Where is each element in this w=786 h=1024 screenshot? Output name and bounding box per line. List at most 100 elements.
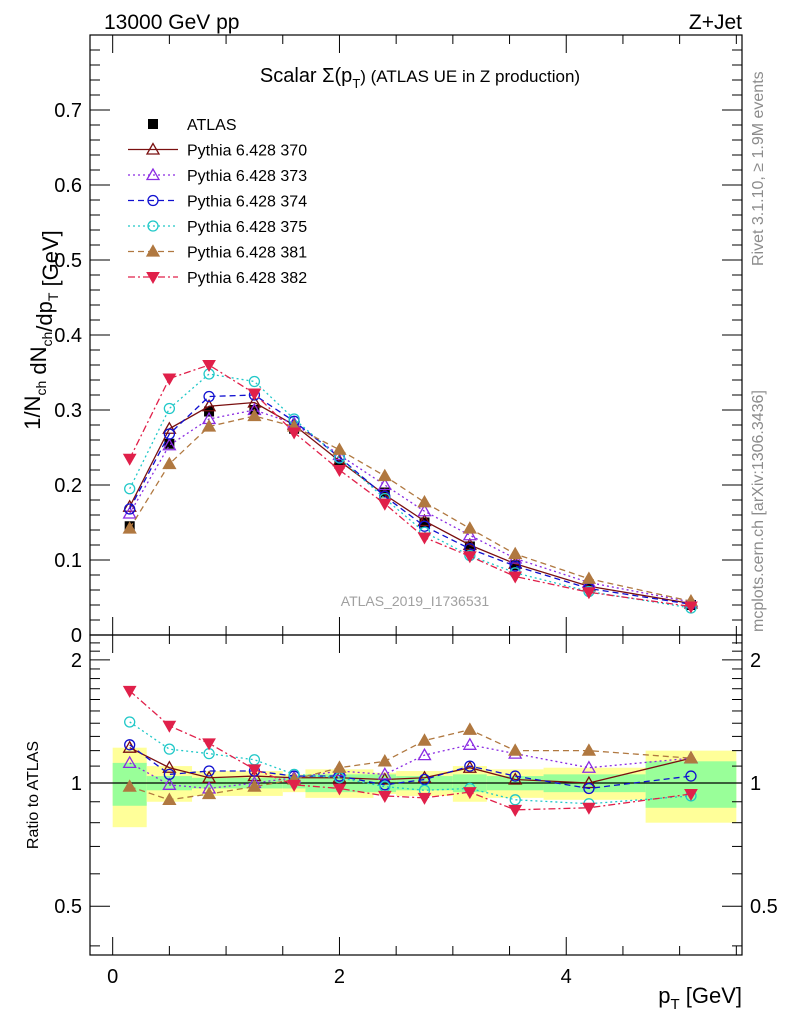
data-point-atlas	[510, 560, 521, 571]
ratio-point-pythia-6-428-370	[417, 770, 432, 783]
x-axis-label: pT [GeV]	[658, 983, 742, 1013]
ratio-point-pythia-6-428-374	[124, 739, 136, 751]
data-point-atlas	[379, 487, 390, 498]
ratio-point-pythia-6-428-382	[684, 789, 698, 802]
ratio-point-pythia-6-428-381	[377, 754, 392, 767]
legend-marker	[147, 194, 159, 207]
data-point-pythia-6-428-370	[122, 499, 137, 512]
ratio-point-pythia-6-428-375	[124, 716, 136, 728]
data-point-pythia-6-428-373	[162, 437, 177, 451]
ratio-y-axis-label: Ratio to ATLAS	[25, 741, 42, 849]
series-atlas	[124, 405, 696, 610]
ratio-ytick-label: 1	[71, 773, 82, 795]
ratio-point-pythia-6-428-374	[509, 770, 521, 782]
main-data-marks	[122, 360, 699, 614]
ratio-point-pythia-6-428-373	[162, 777, 177, 790]
data-point-pythia-6-428-374	[203, 390, 215, 403]
series-line-pythia-6-428-381	[129, 415, 692, 602]
title-subscript: T	[352, 76, 360, 91]
legend-label: ATLAS	[187, 117, 237, 134]
main-ytick-label: 0.1	[54, 550, 82, 572]
ratio-point-pythia-6-428-381	[462, 722, 477, 735]
main-ytick-label: 0.5	[54, 250, 82, 272]
ratio-ytick-label: 2	[71, 650, 82, 672]
data-point-pythia-6-428-370	[417, 513, 432, 527]
data-point-pythia-6-428-382	[247, 388, 262, 401]
main-panel: 0 0.1 0.2 0.3 0.4 0.5 0.6 0.7 Scalar Σ(pT) (ATL…	[20, 34, 743, 647]
main-ytick-label: 0	[71, 625, 82, 647]
analysis-watermark: ATLAS_2019_I1736531	[341, 593, 490, 609]
series-pythia-6-428-382	[122, 360, 698, 614]
ratio-point-pythia-6-428-374	[163, 768, 176, 781]
rivet-label: Rivet 3.1.10, ≥ 1.9M events	[750, 71, 767, 266]
legend-label: Pythia 6.428 381	[187, 245, 307, 262]
data-point-atlas	[464, 541, 475, 552]
legend-entry-pythia-6-428-374: Pythia 6.428 374	[128, 194, 307, 211]
process-label: Z+Jet	[689, 11, 742, 34]
energy-label: 13000 GeV pp	[104, 11, 239, 34]
legend-label: Pythia 6.428 370	[187, 143, 307, 160]
series-pythia-6-428-373	[122, 402, 699, 608]
data-point-pythia-6-428-382	[377, 498, 392, 511]
data-point-pythia-6-428-381	[122, 521, 137, 534]
data-point-pythia-6-428-381	[162, 456, 177, 470]
data-point-pythia-6-428-382	[684, 601, 698, 614]
ratio-point-pythia-6-428-373	[581, 760, 597, 773]
data-point-pythia-6-428-381	[377, 468, 392, 482]
ratio-point-pythia-6-428-382	[417, 792, 432, 805]
mcplots-label: mcplots.cern.ch [arXiv:1306.3436]	[750, 390, 767, 632]
ratio-point-pythia-6-428-381	[581, 743, 597, 756]
ratio-point-pythia-6-428-370	[581, 775, 597, 789]
main-ytick-label: 0.4	[54, 325, 82, 347]
main-ytick-label: 0.7	[54, 100, 82, 122]
data-point-pythia-6-428-375	[163, 402, 176, 415]
ratio-point-pythia-6-428-373	[462, 737, 477, 750]
series-pythia-6-428-381	[122, 408, 699, 607]
legend-marker	[145, 244, 161, 257]
ratio-panel: 0.5 0.5 1 1 2 2 0 2 4 Ratio to ATLAS pT [GeV]	[25, 634, 778, 1013]
ratio-point-pythia-6-428-382	[377, 790, 392, 803]
ratio-line-pythia-6-428-373	[129, 744, 692, 790]
ratio-point-pythia-6-428-373	[377, 767, 392, 780]
title-tail: ) (ATLAS UE in Z production)	[360, 67, 580, 86]
x-tick-label: 4	[561, 966, 572, 988]
ratio-point-pythia-6-428-381	[162, 792, 177, 805]
data-point-pythia-6-428-374	[418, 520, 431, 532]
ratio-point-pythia-6-428-370	[162, 760, 177, 773]
legend-marker	[145, 167, 161, 181]
legend-entry-atlas: ATLAS	[148, 117, 237, 134]
x-tick-label: 2	[334, 966, 345, 988]
ratio-point-pythia-6-428-381	[201, 786, 217, 800]
ratio-ytick-label: 0.5	[54, 896, 82, 918]
legend-marker	[147, 220, 159, 232]
ratio-data-marks	[122, 685, 699, 817]
main-ytick-label: 0.6	[54, 175, 82, 197]
main-axes: 0 0.1 0.2 0.3 0.4 0.5 0.6 0.7	[54, 35, 742, 647]
data-point-atlas	[419, 517, 430, 528]
ratio-line-pythia-6-428-382	[129, 690, 692, 811]
data-point-pythia-6-428-382	[582, 587, 596, 600]
x-tick-label: 0	[107, 966, 118, 988]
data-point-pythia-6-428-374	[163, 428, 176, 440]
data-point-pythia-6-428-382	[508, 571, 523, 584]
data-point-pythia-6-428-374	[124, 503, 136, 515]
ratio-frame	[89, 634, 743, 956]
data-point-pythia-6-428-381	[581, 571, 597, 584]
ratio-line-pythia-6-428-375	[129, 721, 692, 805]
data-point-pythia-6-428-375	[248, 375, 261, 388]
legend-entry-pythia-6-428-373: Pythia 6.428 373	[128, 167, 307, 185]
data-point-pythia-6-428-381	[508, 546, 523, 560]
legend-entry-pythia-6-428-370: Pythia 6.428 370	[128, 142, 307, 160]
data-point-atlas	[164, 438, 175, 449]
data-point-pythia-6-428-382	[162, 373, 177, 386]
data-point-pythia-6-428-382	[417, 532, 432, 545]
data-point-pythia-6-428-381	[332, 442, 347, 455]
ratio-point-pythia-6-428-374	[464, 760, 476, 772]
main-ytick-label: 0.3	[54, 400, 82, 422]
data-point-pythia-6-428-375	[124, 483, 136, 495]
legend-entry-pythia-6-428-382: Pythia 6.428 382	[128, 270, 307, 287]
data-point-atlas	[334, 459, 345, 469]
ratio-point-pythia-6-428-374	[203, 765, 215, 777]
legend-label: Pythia 6.428 375	[187, 219, 307, 236]
data-point-pythia-6-428-382	[462, 551, 477, 564]
